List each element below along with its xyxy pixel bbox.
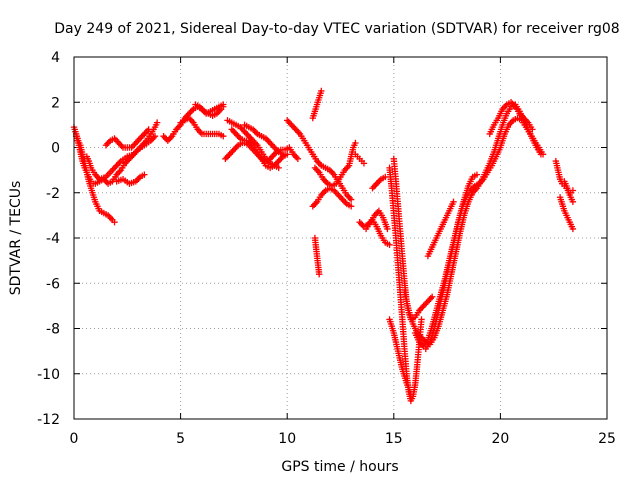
data-point — [294, 155, 302, 163]
data-point — [529, 126, 536, 133]
y-tick-label: -12 — [37, 412, 60, 428]
data-point — [315, 271, 323, 278]
series-arc-17 — [309, 185, 355, 210]
series-arc-26 — [422, 171, 481, 353]
data-point — [569, 225, 577, 233]
data-point — [360, 160, 368, 167]
data-point — [347, 196, 355, 203]
data-point — [111, 218, 118, 226]
x-tick-label: 15 — [385, 431, 403, 447]
data-point — [352, 139, 359, 147]
data-point — [279, 151, 287, 158]
x-tick-label: 20 — [491, 431, 509, 447]
series-arc-32 — [561, 182, 577, 196]
data-point — [220, 103, 227, 110]
y-tick-label: -6 — [46, 276, 60, 292]
data-point — [145, 126, 152, 133]
data-point — [569, 187, 577, 194]
grid — [74, 57, 607, 419]
y-tick-labels: 4 2 0 -2 -4 -6 -8 -10 -12 — [37, 50, 60, 428]
series-arc-2 — [72, 132, 118, 226]
data-point — [384, 225, 391, 233]
x-tick-labels: 0 5 10 15 20 25 — [70, 431, 616, 447]
series-arc-19 — [356, 216, 393, 248]
x-axis-label: GPS time / hours — [281, 459, 398, 475]
series-arc-4 — [102, 126, 152, 151]
series-arc-5 — [113, 171, 148, 187]
y-tick-label: 0 — [51, 141, 60, 157]
y-tick-label: -10 — [37, 367, 60, 383]
plot-frame — [73, 56, 608, 420]
series-arc-24 — [386, 316, 415, 398]
series-arc-28 — [424, 198, 457, 260]
axis-ticks — [73, 56, 608, 420]
data-point — [153, 119, 161, 126]
series-arc-3 — [77, 132, 159, 183]
series-arc-30 — [552, 157, 577, 205]
y-axis-label: SDTVAR / TECUs — [8, 181, 24, 296]
data-point — [386, 241, 393, 248]
series-arc-18 — [352, 151, 368, 167]
series-arc-29 — [486, 99, 536, 138]
series-arc-16 — [311, 139, 359, 190]
x-tick-label: 5 — [176, 431, 185, 447]
series-arc-27 — [411, 114, 547, 350]
data-point — [450, 198, 457, 205]
y-tick-label: -4 — [46, 231, 60, 247]
data-point — [539, 151, 547, 158]
data-point — [407, 390, 415, 398]
series-arc-20 — [369, 173, 389, 192]
series-arc-23 — [390, 155, 436, 323]
series-arc-7 — [177, 114, 227, 140]
data-point — [151, 132, 159, 140]
x-tick-label: 25 — [598, 431, 616, 447]
y-tick-label: -8 — [46, 322, 60, 338]
x-tick-label: 0 — [70, 431, 79, 447]
series-arc-12 — [241, 121, 287, 158]
x-tick-label: 10 — [278, 431, 296, 447]
y-tick-label: 2 — [51, 95, 60, 111]
data-point — [428, 293, 436, 301]
data-point — [318, 87, 325, 95]
series-arc-31 — [556, 194, 577, 233]
series-arc-11 — [228, 126, 291, 172]
data-point — [418, 316, 425, 323]
chart-title: Day 249 of 2021, Sidereal Day-to-day VTE… — [54, 21, 619, 37]
data-point — [275, 164, 282, 172]
series-arc-21 — [362, 207, 391, 233]
series-arc-15 — [311, 234, 323, 278]
series-arc-25 — [401, 101, 545, 348]
data-point — [347, 203, 355, 210]
data-point — [220, 132, 227, 140]
data-point — [569, 198, 577, 205]
series-arc-14 — [309, 87, 325, 122]
y-tick-label: -2 — [46, 186, 60, 202]
series-arc-13 — [284, 117, 355, 203]
series-arc-8 — [192, 101, 227, 120]
data-point — [473, 171, 481, 178]
data-point — [141, 171, 148, 178]
y-tick-label: 4 — [51, 50, 60, 66]
data-points — [70, 87, 577, 405]
